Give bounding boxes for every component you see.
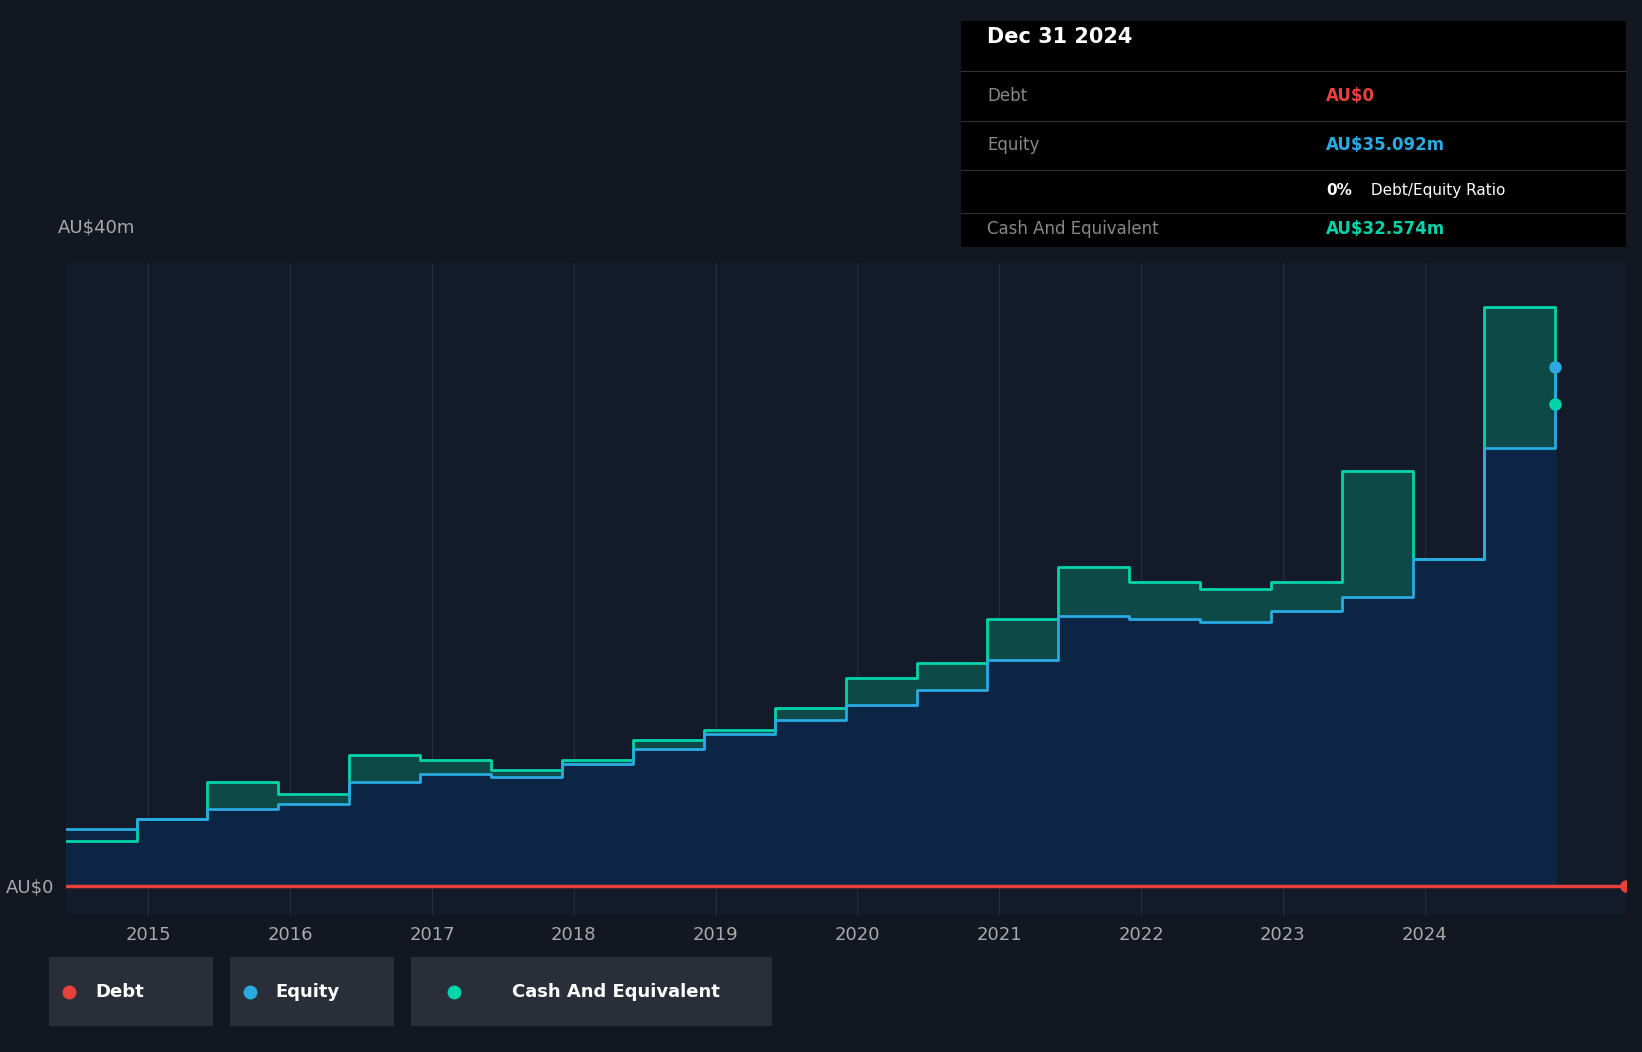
Text: AU$0: AU$0 — [1327, 86, 1376, 105]
Text: AU$40m: AU$40m — [57, 219, 135, 237]
Text: Cash And Equivalent: Cash And Equivalent — [512, 983, 719, 1000]
Text: 0%: 0% — [1327, 183, 1353, 198]
Text: Cash And Equivalent: Cash And Equivalent — [987, 220, 1159, 238]
Text: AU$35.092m: AU$35.092m — [1327, 137, 1445, 155]
Text: Equity: Equity — [276, 983, 340, 1000]
Text: Debt: Debt — [987, 86, 1028, 105]
Text: Equity: Equity — [987, 137, 1039, 155]
Text: Debt: Debt — [95, 983, 144, 1000]
Text: Dec 31 2024: Dec 31 2024 — [987, 27, 1133, 47]
Text: Debt/Equity Ratio: Debt/Equity Ratio — [1366, 183, 1506, 198]
Text: AU$32.574m: AU$32.574m — [1327, 220, 1445, 238]
